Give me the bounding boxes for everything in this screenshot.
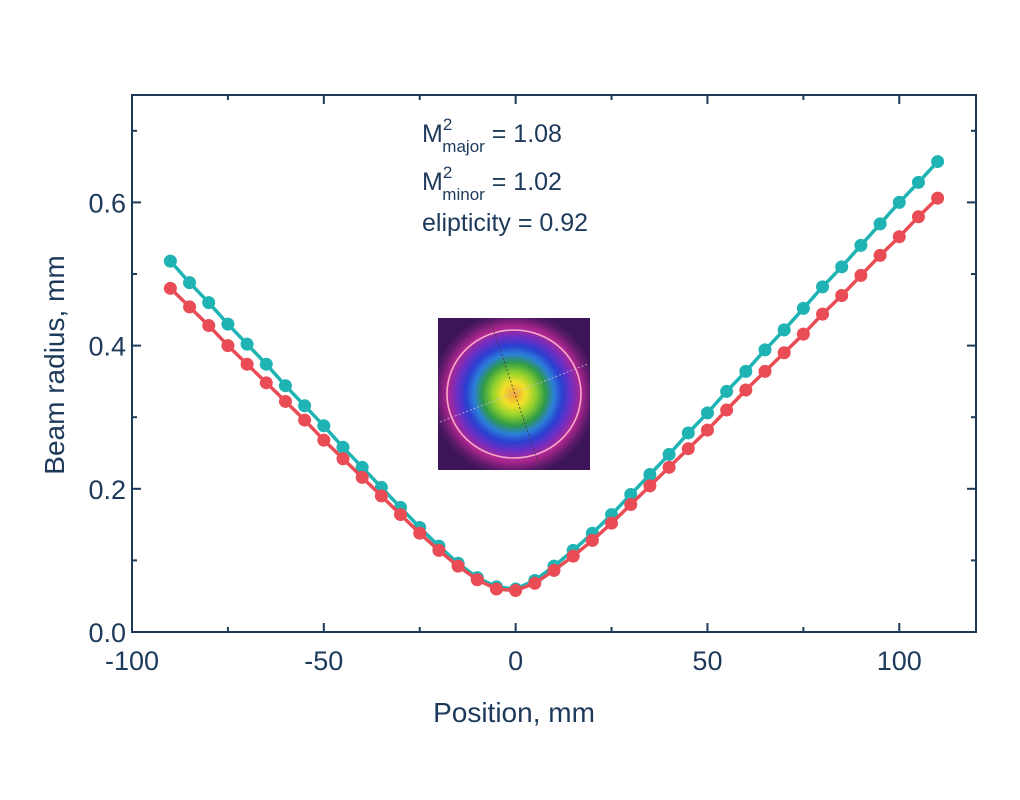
- data-point: [413, 526, 427, 540]
- data-point: [317, 433, 331, 447]
- data-point: [892, 195, 906, 209]
- data-point: [662, 447, 676, 461]
- data-point: [355, 470, 369, 484]
- data-point: [911, 175, 925, 189]
- data-point: [298, 399, 312, 413]
- data-point: [873, 248, 887, 262]
- series-minor-axis: [163, 191, 945, 597]
- data-point: [605, 516, 619, 530]
- data-point: [336, 440, 350, 454]
- data-point: [374, 489, 388, 503]
- m2-minor-sub: minor: [442, 185, 485, 204]
- data-point: [624, 498, 638, 512]
- m2-minor-sup: 2: [443, 163, 452, 182]
- x-tick-label: 50: [692, 646, 722, 676]
- y-tick-label: 0.2: [88, 475, 126, 505]
- data-point: [796, 301, 810, 315]
- annotation: M2 major = 1.08 M2 minor = 1.02 elipticity…: [422, 115, 588, 237]
- data-point: [528, 576, 542, 590]
- data-point: [221, 339, 235, 353]
- data-point: [700, 423, 714, 437]
- data-point: [777, 323, 791, 337]
- data-point: [489, 582, 503, 596]
- data-point: [643, 479, 657, 493]
- data-point: [624, 488, 638, 502]
- beam-profile-image: [438, 318, 590, 470]
- series-layer: [163, 155, 945, 597]
- data-point: [720, 384, 734, 398]
- data-point: [892, 230, 906, 244]
- axis-ticks: [131, 95, 976, 633]
- data-point: [796, 327, 810, 341]
- data-point: [835, 288, 849, 302]
- data-point: [854, 238, 868, 252]
- ellipticity-line: elipticity = 0.92: [422, 209, 588, 237]
- data-point: [202, 319, 216, 333]
- data-point: [835, 260, 849, 274]
- data-point: [336, 452, 350, 466]
- m2-major-base: M: [422, 120, 443, 148]
- data-point: [700, 406, 714, 420]
- data-point: [202, 296, 216, 310]
- x-axis-label: Position, mm: [433, 697, 595, 728]
- data-point: [394, 508, 408, 522]
- data-point: [451, 559, 465, 573]
- x-tick-label: 100: [877, 646, 922, 676]
- data-point: [278, 379, 292, 393]
- data-point: [777, 346, 791, 360]
- data-point: [681, 426, 695, 440]
- data-point: [911, 210, 925, 224]
- data-point: [739, 383, 753, 397]
- m2-minor-value: = 1.02: [485, 168, 562, 196]
- data-point: [183, 276, 197, 290]
- data-point: [720, 403, 734, 417]
- data-point: [221, 317, 235, 331]
- data-point: [873, 217, 887, 231]
- x-tick-label: -50: [304, 646, 343, 676]
- data-point: [931, 191, 945, 205]
- y-axis-label: Beam radius, mm: [39, 255, 70, 474]
- data-point: [259, 357, 273, 371]
- x-tick-label: -100: [105, 646, 159, 676]
- m2-major-sub: major: [442, 137, 485, 156]
- y-tick-label: 0.4: [88, 332, 126, 362]
- data-point: [432, 543, 446, 557]
- data-point: [470, 573, 484, 587]
- data-point: [931, 155, 945, 169]
- data-point: [854, 268, 868, 282]
- data-point: [758, 364, 772, 378]
- data-point: [240, 337, 254, 351]
- plot-frame: [131, 94, 977, 633]
- y-tick-label: 0.0: [88, 618, 126, 648]
- data-point: [259, 376, 273, 390]
- data-point: [163, 254, 177, 268]
- data-point: [681, 442, 695, 456]
- data-point: [278, 394, 292, 408]
- data-point: [355, 460, 369, 474]
- tick-labels: -100 -50 0 50 100 0.0 0.2 0.4 0.6: [88, 188, 921, 676]
- data-point: [240, 357, 254, 371]
- data-point: [317, 419, 331, 433]
- y-tick-label: 0.6: [88, 188, 126, 218]
- x-tick-label: 0: [508, 646, 523, 676]
- m2-minor-base: M: [422, 168, 443, 196]
- data-point: [739, 364, 753, 378]
- data-point: [662, 460, 676, 474]
- data-point: [163, 281, 177, 295]
- data-point: [816, 307, 830, 321]
- m2-major-value: = 1.08: [485, 120, 562, 148]
- data-point: [183, 300, 197, 314]
- data-point: [566, 549, 580, 563]
- data-point: [585, 533, 599, 547]
- data-point: [298, 413, 312, 427]
- m2-major-sup: 2: [443, 115, 452, 134]
- data-point: [816, 280, 830, 294]
- m2-major-line: M2 major = 1.08: [422, 115, 562, 156]
- data-point: [509, 583, 523, 597]
- m2-minor-line: M2 minor = 1.02: [422, 163, 562, 204]
- data-point: [547, 563, 561, 577]
- data-point: [643, 467, 657, 481]
- data-point: [758, 343, 772, 357]
